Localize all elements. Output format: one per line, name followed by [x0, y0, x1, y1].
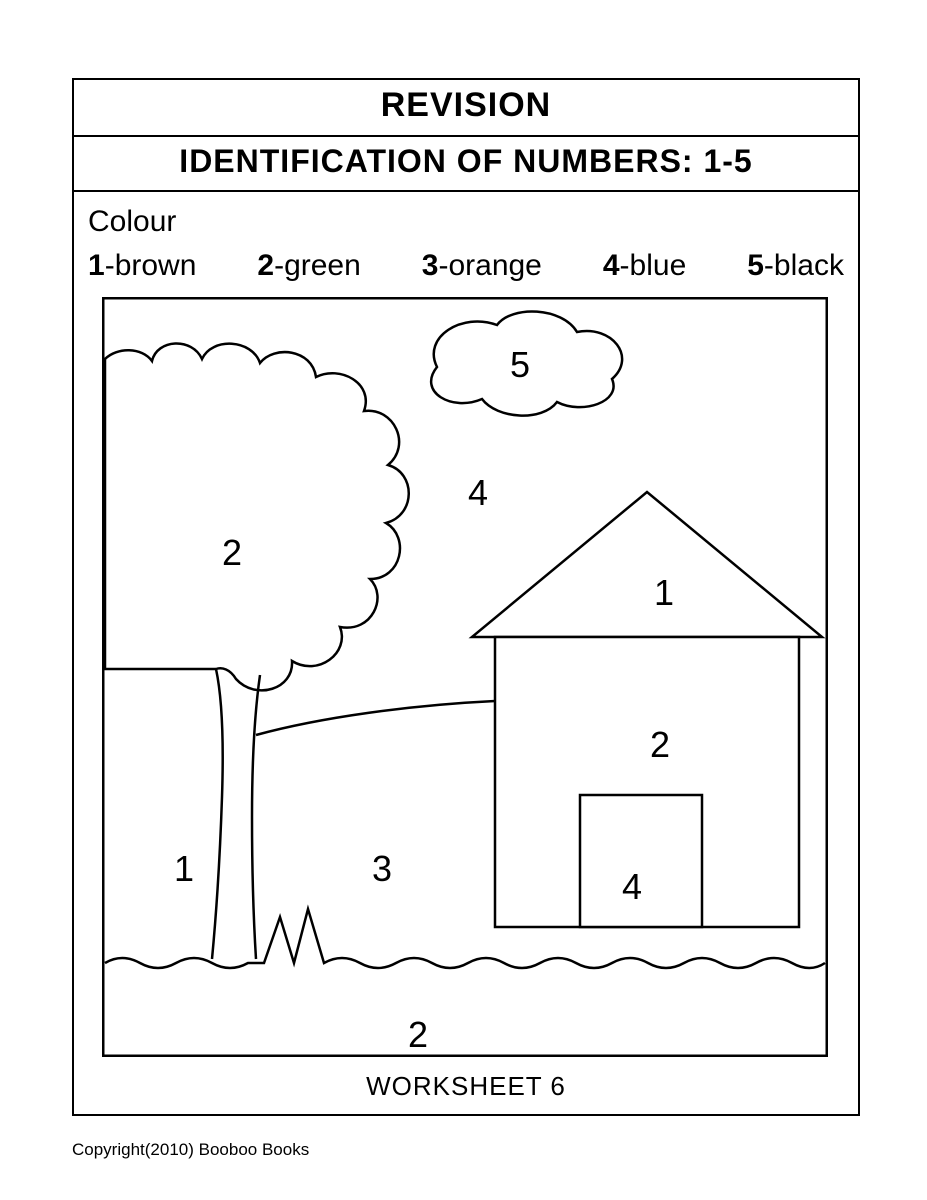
- copyright-text: Copyright(2010) Booboo Books: [72, 1140, 309, 1160]
- legend-item-3: 3-orange: [422, 244, 542, 288]
- legend-item-1: 1-brown: [88, 244, 196, 288]
- label-tree-crown: 2: [222, 535, 242, 571]
- instructions-block: Colour 1-brown 2-green 3-orange 4-blue 5…: [74, 192, 858, 297]
- label-tree-trunk: 1: [174, 851, 194, 887]
- legend-item-2: 2-green: [257, 244, 360, 288]
- label-sky: 4: [468, 475, 488, 511]
- label-house-wall: 2: [650, 727, 670, 763]
- coloring-figure: 5 4 2 1 2 4 1 3 2: [102, 297, 828, 1057]
- label-cloud: 5: [510, 347, 530, 383]
- legend-item-5: 5-black: [747, 244, 844, 288]
- label-ground-mid: 3: [372, 851, 392, 887]
- legend-item-4: 4-blue: [603, 244, 686, 288]
- page-title: REVISION: [74, 80, 858, 137]
- scene-svg: [102, 297, 828, 1057]
- page-subtitle: IDENTIFICATION OF NUMBERS: 1-5: [74, 137, 858, 192]
- label-roof: 1: [654, 575, 674, 611]
- label-door: 4: [622, 869, 642, 905]
- house-door-shape: [580, 795, 702, 927]
- figure-container: 5 4 2 1 2 4 1 3 2: [74, 297, 858, 1067]
- worksheet-number: WORKSHEET 6: [74, 1067, 858, 1114]
- color-legend: 1-brown 2-green 3-orange 4-blue 5-black: [88, 244, 844, 288]
- label-ground-bottom: 2: [408, 1017, 428, 1053]
- worksheet-frame: REVISION IDENTIFICATION OF NUMBERS: 1-5 …: [72, 78, 860, 1116]
- instruction-label: Colour: [88, 200, 844, 244]
